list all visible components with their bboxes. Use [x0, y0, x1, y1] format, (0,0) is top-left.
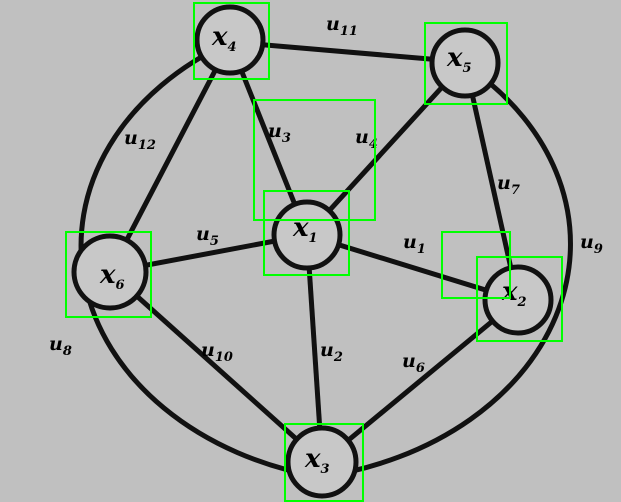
node-x2: x2: [482, 264, 554, 336]
highlight-box-x1: [263, 190, 350, 276]
edge-u6: [320, 298, 520, 464]
edge-u1: [306, 232, 519, 303]
edge-u12: [107, 40, 233, 274]
highlight-box-x4: [193, 2, 270, 80]
edge-label-u1: u1: [403, 231, 426, 257]
node-x1: x1: [271, 199, 343, 271]
node-x3: x3: [285, 425, 359, 499]
edge-label-u5: u5: [196, 223, 219, 249]
node-x6: x6: [71, 233, 149, 311]
edge-label-u3: u3: [268, 120, 291, 146]
edge-label-u10: u10: [201, 339, 233, 365]
highlight-box-x6: [65, 231, 152, 318]
edge-label-u6: u6: [402, 350, 425, 376]
highlight-box-x2: [476, 256, 563, 342]
edge-label-u8: u8: [49, 333, 72, 359]
node-x5: x5: [429, 27, 501, 99]
highlight-box-x5: [424, 22, 508, 105]
svg-text:x5: x5: [446, 43, 472, 76]
svg-text:x4: x4: [211, 22, 237, 55]
edge-label-u9: u9: [580, 231, 603, 257]
edge-u9: [319, 65, 573, 480]
edge-u4: [305, 60, 467, 237]
edge-label-u7: u7: [497, 172, 520, 198]
node-x4: x4: [194, 4, 266, 76]
edge-label-u2: u2: [320, 339, 343, 365]
svg-text:x3: x3: [304, 444, 330, 477]
highlight-box-u3-u4: [253, 99, 376, 221]
edge-label-u12: u12: [124, 127, 156, 153]
highlight-box-x3: [284, 423, 364, 502]
edge-label-u4: u4: [355, 126, 378, 152]
edge-label-u11: u11: [326, 13, 358, 39]
edge-u10: [108, 270, 324, 464]
svg-text:x6: x6: [99, 260, 125, 293]
